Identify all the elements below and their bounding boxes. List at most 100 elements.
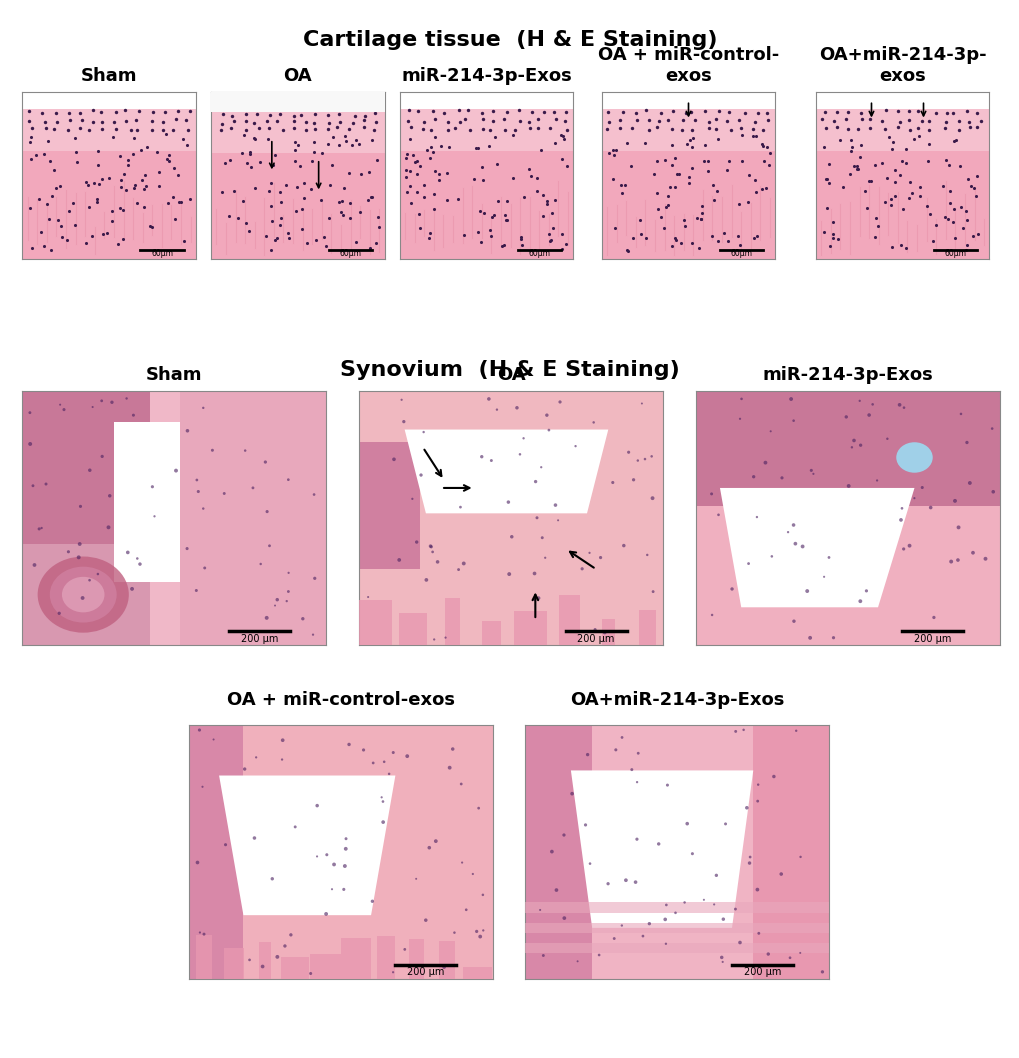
Point xyxy=(657,935,674,952)
Point xyxy=(324,157,340,174)
Point xyxy=(493,237,510,254)
Point xyxy=(644,583,660,600)
Point xyxy=(897,141,913,158)
Point xyxy=(240,223,257,240)
Point xyxy=(225,182,242,199)
Point xyxy=(731,111,747,128)
Point xyxy=(168,462,184,479)
Point xyxy=(950,112,966,129)
Point xyxy=(666,150,683,167)
Point xyxy=(824,214,841,231)
Point xyxy=(683,160,699,177)
Point xyxy=(817,170,834,187)
Point xyxy=(287,203,304,220)
Point xyxy=(596,624,612,641)
Point xyxy=(122,122,139,139)
Circle shape xyxy=(896,442,931,473)
Point xyxy=(331,113,347,130)
Point xyxy=(542,232,558,249)
Point xyxy=(223,120,239,136)
Point xyxy=(817,120,834,136)
Point xyxy=(674,112,690,129)
Point xyxy=(618,872,634,889)
Point xyxy=(577,817,593,834)
Point xyxy=(851,592,867,609)
Point xyxy=(950,518,966,535)
Point xyxy=(527,473,543,490)
Point xyxy=(470,140,486,157)
Point xyxy=(337,831,354,847)
Point xyxy=(900,111,916,128)
Point xyxy=(954,219,970,236)
Point xyxy=(887,174,903,190)
Point xyxy=(393,391,410,408)
Point xyxy=(504,169,521,186)
Point xyxy=(553,240,570,257)
Bar xyxy=(22,109,196,151)
Point xyxy=(851,393,867,409)
Point xyxy=(248,749,264,766)
Point xyxy=(714,953,731,970)
Point xyxy=(941,157,957,174)
Point xyxy=(887,162,903,179)
Point xyxy=(104,213,120,230)
Point xyxy=(307,121,323,138)
Point xyxy=(921,205,937,222)
Point xyxy=(543,205,559,222)
Bar xyxy=(180,391,326,645)
Point xyxy=(861,120,877,136)
Point xyxy=(303,181,319,198)
Point xyxy=(159,150,175,167)
Point xyxy=(453,854,470,871)
Point xyxy=(824,630,841,646)
Point xyxy=(820,156,837,172)
Point xyxy=(299,234,315,251)
Point xyxy=(500,566,517,583)
Point xyxy=(246,829,262,846)
Point xyxy=(237,122,254,139)
Bar xyxy=(211,92,384,112)
Point xyxy=(267,597,283,614)
Point xyxy=(523,104,539,121)
Point xyxy=(892,166,908,183)
Text: OA: OA xyxy=(496,366,525,384)
Point xyxy=(128,195,145,212)
Point xyxy=(107,121,123,138)
Point xyxy=(648,152,664,169)
Point xyxy=(438,191,454,208)
Point xyxy=(842,132,858,149)
Text: 60μm: 60μm xyxy=(944,250,966,258)
Point xyxy=(641,915,657,932)
Point xyxy=(658,777,675,794)
Point xyxy=(268,230,284,247)
Point xyxy=(488,401,504,418)
Point xyxy=(461,122,477,139)
Point xyxy=(306,134,322,151)
Point xyxy=(723,581,740,598)
Point xyxy=(521,160,537,177)
Point xyxy=(337,840,354,857)
Point xyxy=(234,193,251,209)
Point xyxy=(508,399,525,416)
Bar xyxy=(438,942,454,979)
Point xyxy=(277,177,293,194)
Point xyxy=(247,130,263,147)
Point xyxy=(274,751,290,768)
Point xyxy=(857,582,873,599)
Bar xyxy=(399,109,573,151)
Point xyxy=(22,150,39,167)
Bar xyxy=(280,957,309,979)
Point xyxy=(267,232,283,249)
Point xyxy=(749,777,765,794)
Point xyxy=(409,533,425,550)
Point xyxy=(261,537,277,554)
Point xyxy=(843,439,859,456)
Point xyxy=(444,741,461,758)
Point xyxy=(699,152,715,169)
Point xyxy=(23,239,40,256)
Point xyxy=(652,105,668,122)
Point xyxy=(700,113,716,130)
Point xyxy=(67,217,84,234)
Point xyxy=(861,111,877,128)
Point xyxy=(258,113,274,130)
